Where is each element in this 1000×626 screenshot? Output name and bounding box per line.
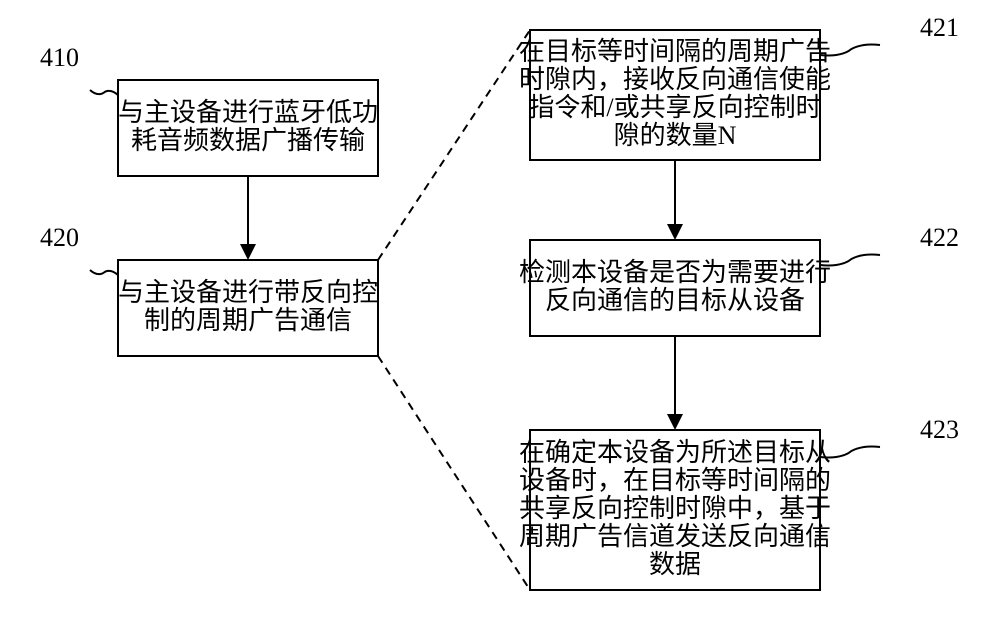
callout-squiggle <box>90 270 118 275</box>
node-text-line: 与主设备进行带反向控 <box>118 278 378 307</box>
callout-label: 422 <box>920 223 959 252</box>
arrow-head <box>667 224 683 240</box>
expand-line-top <box>378 30 530 260</box>
flow-node-n423: 在确定本设备为所述目标从设备时，在目标等时间隔的共享反向控制时隙中，基于周期广告… <box>519 430 831 590</box>
node-text-line: 耗音频数据广播传输 <box>131 126 365 155</box>
node-text-line: 检测本设备是否为需要进行 <box>519 258 831 287</box>
node-text-line: 设备时，在目标等时间隔的 <box>519 466 831 495</box>
node-text-line: 指令和/或共享反向控制时 <box>528 93 821 122</box>
node-text-line: 在确定本设备为所述目标从 <box>519 438 831 467</box>
flow-node-n422: 检测本设备是否为需要进行反向通信的目标从设备 <box>519 240 831 336</box>
node-text-line: 制的周期广告通信 <box>144 306 352 335</box>
callout-squiggle <box>90 90 118 95</box>
node-text-line: 与主设备进行蓝牙低功 <box>118 98 378 127</box>
node-text-line: 周期广告信道发送反向通信 <box>519 522 831 551</box>
arrow-head <box>240 244 256 260</box>
node-text-line: 时隙内，接收反向通信使能 <box>519 65 831 94</box>
flow-node-n420: 与主设备进行带反向控制的周期广告通信 <box>118 260 378 356</box>
node-text-line: 共享反向控制时隙中，基于 <box>519 494 831 523</box>
node-text-line: 在目标等时间隔的周期广告 <box>519 37 831 66</box>
flow-node-n410: 与主设备进行蓝牙低功耗音频数据广播传输 <box>118 80 378 176</box>
callout-label: 410 <box>40 43 79 72</box>
node-text-line: 隙的数量N <box>614 121 737 150</box>
flow-node-n421: 在目标等时间隔的周期广告时隙内，接收反向通信使能指令和/或共享反向控制时隙的数量… <box>519 30 831 160</box>
arrow-head <box>667 414 683 430</box>
callout-label: 423 <box>920 415 959 444</box>
node-text-line: 数据 <box>649 550 701 579</box>
callout-label: 420 <box>40 223 79 252</box>
expand-line-bottom <box>378 356 530 590</box>
node-text-line: 反向通信的目标从设备 <box>545 286 805 315</box>
callout-label: 421 <box>920 13 959 42</box>
